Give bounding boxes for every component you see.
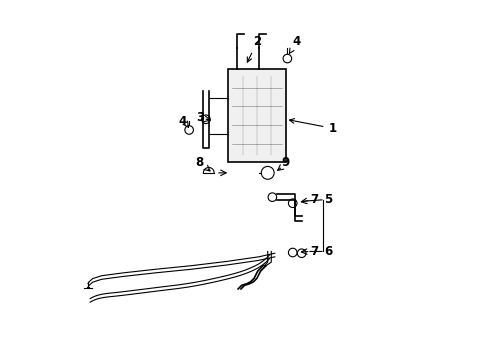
Text: 5: 5 xyxy=(324,193,332,206)
Text: 8: 8 xyxy=(195,156,203,169)
Text: 3: 3 xyxy=(195,111,203,124)
Text: 7: 7 xyxy=(309,245,318,258)
Text: 4: 4 xyxy=(179,114,187,127)
Text: 7: 7 xyxy=(309,193,318,206)
Bar xyxy=(228,69,285,162)
Text: 2: 2 xyxy=(247,35,261,62)
Text: 6: 6 xyxy=(324,245,332,258)
Text: 9: 9 xyxy=(281,156,289,169)
Text: 1: 1 xyxy=(289,118,336,135)
Text: 4: 4 xyxy=(289,35,300,54)
